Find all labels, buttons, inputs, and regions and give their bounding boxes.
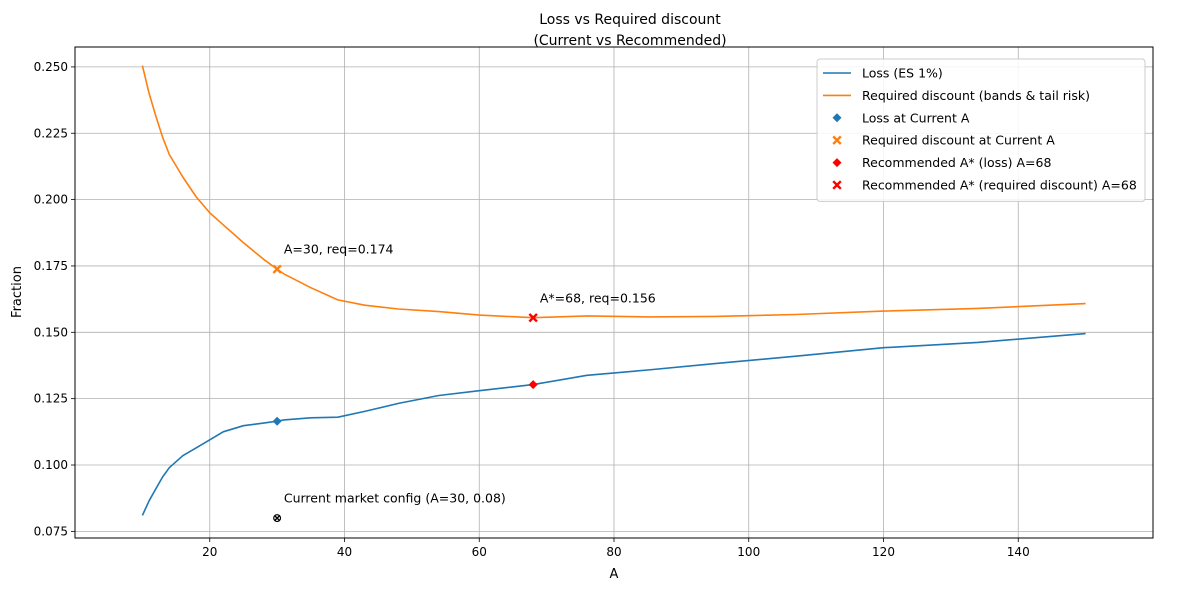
legend-item: Recommended A* (required discount) A=68 [832, 178, 1137, 193]
legend-item: Loss (ES 1%) [823, 66, 943, 81]
x-tick-label: 60 [472, 545, 487, 559]
data-marker [272, 264, 282, 274]
x-ticks: 20 40 60 80 100 120 140 [202, 538, 1030, 559]
annotation-text: A*=68, req=0.156 [540, 291, 656, 306]
marker-cross [274, 514, 281, 522]
data-marker [528, 380, 538, 390]
legend-marker-swatch [832, 113, 842, 123]
legend-marker-swatch [832, 180, 842, 190]
annotation-text: A=30, req=0.174 [284, 241, 394, 256]
chart-title-line2: (Current vs Recommended) [533, 33, 726, 49]
data-marker [528, 313, 538, 323]
legend-label: Recommended A* (loss) A=68 [862, 155, 1051, 170]
series-line-loss [141, 332, 1086, 516]
legend-label: Required discount (bands & tail risk) [862, 88, 1090, 103]
y-tick-label: 0.200 [34, 193, 68, 207]
x-tick-label: 80 [606, 545, 621, 559]
x-tick-label: 120 [872, 545, 895, 559]
legend-label: Loss at Current A [862, 110, 970, 125]
legend-item: Recommended A* (loss) A=68 [832, 155, 1051, 170]
x-tick-label: 140 [1007, 545, 1030, 559]
legend: Loss (ES 1%) Required discount (bands & t… [816, 58, 1146, 202]
legend-label: Loss (ES 1%) [862, 66, 943, 81]
legend-item: Required discount at Current A [832, 133, 1055, 148]
y-tick-label: 0.175 [34, 259, 68, 273]
y-ticks: 0.075 0.100 0.125 0.150 0.175 0.200 0.225 0.250 [34, 60, 75, 538]
y-tick-label: 0.100 [34, 458, 68, 472]
series-lines [141, 65, 1086, 516]
annotation-text: Current market config (A=30, 0.08) [284, 491, 506, 506]
x-axis-label: A [610, 567, 619, 582]
legend-marker-swatch [832, 158, 842, 168]
legend-label: Recommended A* (required discount) A=68 [862, 178, 1137, 193]
legend-marker-swatch [832, 135, 842, 145]
x-tick-label: 20 [202, 545, 217, 559]
y-tick-label: 0.150 [34, 325, 68, 339]
markers [272, 264, 538, 523]
legend-label: Required discount at Current A [862, 133, 1055, 148]
annotations: A=30, req=0.174 A*=68, req=0.156 Current m… [284, 241, 656, 505]
y-tick-label: 0.075 [34, 524, 68, 538]
y-tick-label: 0.125 [34, 392, 68, 406]
legend-item: Loss at Current A [832, 110, 970, 125]
y-tick-label: 0.225 [34, 126, 68, 140]
chart-title-line1: Loss vs Required discount [539, 12, 721, 28]
legend-box [816, 58, 1146, 202]
data-marker [272, 416, 282, 426]
series-line-required [141, 65, 1086, 319]
x-tick-label: 40 [337, 545, 352, 559]
legend-item: Required discount (bands & tail risk) [823, 88, 1090, 103]
data-marker [273, 514, 282, 523]
y-axis-label: Fraction [10, 266, 25, 318]
plot-frame [74, 46, 1154, 539]
x-tick-label: 100 [737, 545, 760, 559]
y-tick-label: 0.250 [34, 60, 68, 74]
